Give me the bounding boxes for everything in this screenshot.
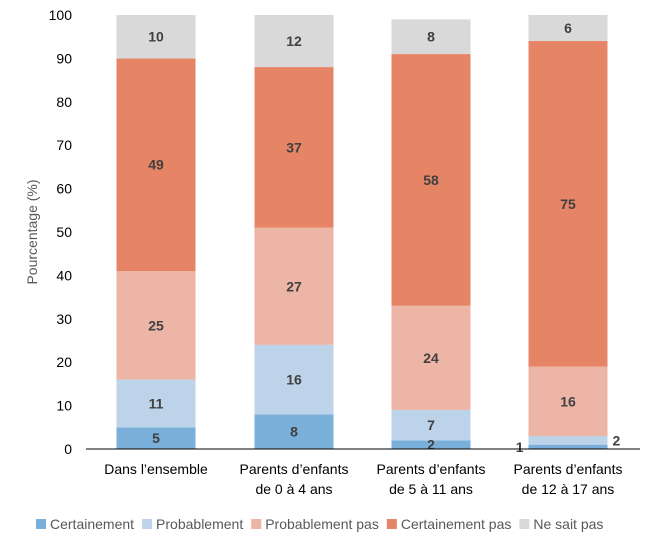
data-label: 16: [286, 372, 302, 388]
bar-segment: [391, 440, 471, 449]
bar-segment: [528, 435, 608, 445]
y-tick-label: 20: [56, 354, 72, 370]
x-tick-label: de 12 à 17 ans: [522, 481, 615, 497]
data-label: 2: [613, 432, 621, 448]
bar-segment: [116, 427, 196, 449]
bar-segment: [116, 58, 196, 272]
data-label: 11: [149, 395, 164, 411]
data-label: 16: [560, 393, 576, 409]
y-tick-label: 10: [56, 398, 72, 414]
x-tick-label: de 5 à 11 ans: [389, 481, 473, 497]
legend-swatch: [36, 519, 46, 529]
legend-label: Ne sait pas: [533, 516, 603, 532]
y-tick-label: 50: [56, 224, 72, 240]
data-label: 27: [286, 278, 302, 294]
y-axis: 0 10 20 30 40 50 60 70 80 90 100: [49, 7, 73, 457]
data-label: 37: [286, 139, 302, 155]
y-tick-label: 100: [49, 7, 73, 23]
bar-segment: [254, 414, 334, 449]
bar-segment: [528, 15, 608, 42]
legend-label: Probablement pas: [265, 516, 379, 532]
y-tick-label: 90: [56, 50, 72, 66]
y-tick-label: 70: [56, 137, 72, 153]
y-tick-label: 30: [56, 311, 72, 327]
bar-segment: [391, 19, 471, 55]
data-label: 10: [148, 29, 164, 45]
data-label: 75: [560, 196, 576, 212]
bar-segment: [116, 379, 196, 428]
data-label: 12: [286, 33, 302, 49]
bar-segment: [254, 67, 334, 228]
bar-segment: [254, 344, 334, 415]
legend-swatch: [386, 519, 397, 529]
data-label: 6: [564, 20, 572, 36]
x-tick-label: de 0 à 4 ans: [255, 481, 332, 497]
bar-segment: [391, 409, 471, 441]
bar-segment: [528, 444, 608, 449]
x-tick-label: Parents d’enfants: [514, 461, 623, 477]
data-label: 24: [423, 350, 439, 366]
data-label: 5: [152, 430, 160, 446]
legend: Certainement Probablement Probablement pas…: [36, 516, 603, 532]
y-tick-label: 40: [56, 267, 72, 283]
data-label: 8: [290, 424, 298, 440]
x-tick-label: Parents d’enfants: [240, 461, 349, 477]
legend-label: Certainement pas: [401, 516, 512, 532]
bar-segment: [528, 366, 608, 436]
bar-segment: [528, 41, 608, 367]
bar-segment: [254, 15, 334, 68]
x-tick-label: Dans l’ensemble: [104, 461, 208, 477]
data-label: 49: [148, 157, 164, 173]
legend-swatch: [251, 519, 262, 529]
y-axis-label: Pourcentage (%): [24, 179, 40, 284]
bar-segment: [116, 15, 196, 59]
data-label: 1: [516, 439, 524, 455]
y-tick-label: 80: [56, 94, 72, 110]
data-label: 2: [427, 437, 435, 453]
legend-label: Certainement: [50, 516, 134, 532]
x-tick-label: Parents d’enfants: [377, 461, 486, 477]
data-label: 25: [148, 317, 164, 333]
data-label: 58: [423, 172, 439, 188]
legend-swatch: [519, 519, 530, 529]
bar-segment: [254, 227, 334, 345]
y-tick-label: 60: [56, 181, 72, 197]
bar-segment: [391, 305, 471, 410]
x-axis: Dans l’ensemble Parents d’enfants de 0 à 4…: [104, 461, 622, 497]
y-tick-label: 0: [64, 441, 72, 457]
data-label: 7: [427, 417, 435, 433]
legend-swatch: [142, 519, 153, 529]
bar-segment: [116, 271, 196, 380]
data-label: 8: [427, 29, 435, 45]
legend-label: Probablement: [156, 516, 243, 532]
bar-segment: [391, 54, 471, 306]
